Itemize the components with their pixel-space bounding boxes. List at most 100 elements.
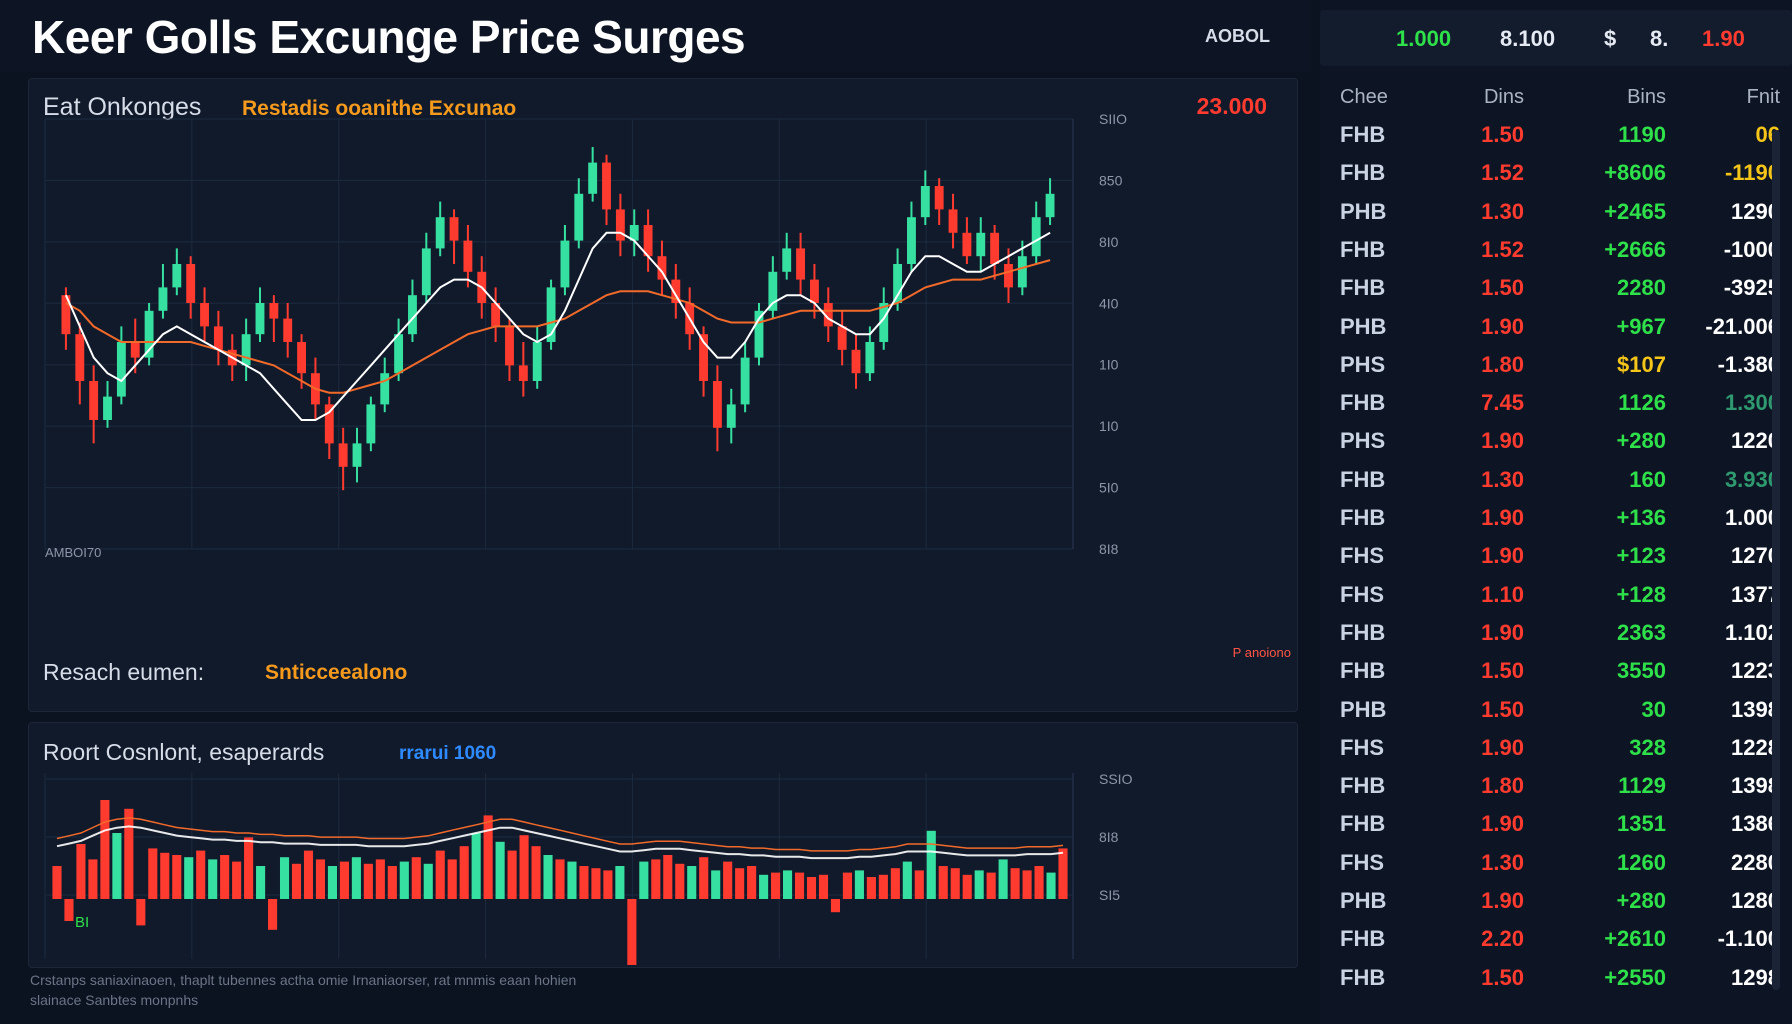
table-row[interactable]: FHB 1.90 +136 1.000	[1320, 505, 1792, 539]
table-row[interactable]: FHB 1.90 2363 1.102	[1320, 620, 1792, 654]
table-row[interactable]: FHS 1.30 1260 2280	[1320, 850, 1792, 884]
y-axis-tick-label: 1I0	[1099, 418, 1119, 434]
candlestick-chart[interactable]: SIIO 850 8I0 4I0 1I0 1I0 5I0 8I8 AMBOI70	[29, 79, 1297, 711]
table-row[interactable]: FHS 1.90 +123 1270	[1320, 543, 1792, 577]
table-row[interactable]: FHS 1.10 +128 1377	[1320, 582, 1792, 616]
ticker-value-2[interactable]: 8.100	[1500, 26, 1556, 51]
volume-chart[interactable]: SSIO 8I8 SI5 BI	[29, 723, 1297, 967]
candle-body	[352, 443, 362, 467]
table-row[interactable]: FHB 1.50 +2550 1298	[1320, 965, 1792, 999]
footer-note: Crstanps saniaxinaoen, thaplt tubennes a…	[30, 970, 1130, 1010]
y-axis-tick-label: 4I0	[1099, 295, 1119, 311]
volume-bar	[878, 874, 888, 899]
price-panel-price: 23.000	[1196, 93, 1267, 119]
table-row[interactable]: PHB 1.50 30 1398	[1320, 697, 1792, 731]
candle-body	[116, 342, 126, 397]
row-symbol: FHB	[1340, 275, 1386, 301]
row-volume: 2363	[1617, 619, 1666, 645]
row-symbol: PHB	[1340, 696, 1387, 722]
candle-body	[643, 225, 653, 257]
candle-body	[712, 381, 722, 428]
candle-body	[560, 240, 570, 288]
volume-bar	[567, 861, 577, 899]
price-chart-panel: Eat Onkonges Restadis ooanithe Excunao 2…	[28, 78, 1298, 712]
table-row[interactable]: FHB 1.52 +2666 -1000	[1320, 237, 1792, 271]
ticker-value-1[interactable]: 1.000	[1396, 26, 1452, 51]
volume-bar	[759, 874, 769, 899]
table-row[interactable]: PHS 1.80 $107 -1.380	[1320, 352, 1792, 386]
table-row[interactable]: PHB 1.30 +2465 1290	[1320, 199, 1792, 233]
row-bid: 1.30	[1481, 466, 1524, 492]
row-symbol: FHB	[1340, 926, 1386, 952]
table-row[interactable]: PHB 1.90 +280 1280	[1320, 888, 1792, 922]
ticker-value-4[interactable]: 8.	[1650, 26, 1669, 51]
table-row[interactable]: PHB 1.90 +967 -21.006	[1320, 314, 1792, 348]
row-profit: 1223	[1731, 658, 1780, 684]
header-tag: AOBOL	[1205, 26, 1270, 46]
row-profit: 1377	[1731, 581, 1780, 607]
candle-body	[1017, 256, 1027, 288]
candle-body	[1045, 193, 1055, 218]
candle-body	[408, 295, 417, 335]
table-scrollbar[interactable]	[1772, 130, 1780, 990]
table-row[interactable]: FHB 7.45 1126 1.300	[1320, 390, 1792, 424]
ticker-value-5[interactable]: 1.90	[1702, 26, 1745, 51]
volume-bar	[268, 899, 278, 930]
row-bid: 1.90	[1481, 428, 1524, 454]
row-profit: 2280	[1731, 849, 1780, 875]
volume-bar	[615, 866, 625, 899]
volume-bar	[639, 861, 649, 899]
volume-bar	[495, 841, 505, 899]
row-profit: 1228	[1731, 734, 1780, 760]
row-symbol: FHB	[1340, 619, 1386, 645]
row-volume: +136	[1616, 505, 1666, 530]
price-panel-subtitle: Restadis ooanithe Excunao	[242, 97, 517, 120]
candle-body	[934, 186, 944, 210]
column-header-symbol[interactable]: Chee	[1340, 86, 1388, 108]
column-header-profit[interactable]: Fnit	[1746, 86, 1780, 108]
row-bid: 1.90	[1481, 543, 1524, 569]
row-profit: -1000	[1723, 236, 1780, 262]
table-row[interactable]: FHB 1.50 2280 -3925	[1320, 275, 1792, 309]
price-panel-title: Eat Onkonges	[43, 93, 202, 121]
candle-body	[851, 349, 861, 374]
row-symbol: FHS	[1340, 581, 1384, 607]
candle-body	[241, 334, 251, 366]
y-axis-tick-label: 8I0	[1099, 234, 1119, 250]
volume-bar	[459, 846, 469, 899]
table-row[interactable]: FHB 1.80 1129 1398	[1320, 773, 1792, 807]
candle-body	[1031, 217, 1041, 257]
column-header-bid[interactable]: Dins	[1483, 86, 1524, 108]
volume-bar	[351, 857, 361, 899]
table-row[interactable]: FHB 1.52 +8606 -1190	[1320, 160, 1792, 194]
x-axis-label: AMBOI70	[45, 545, 101, 560]
volume-bar	[842, 872, 852, 899]
table-row[interactable]: FHB 1.30 160 3.930	[1320, 467, 1792, 501]
ticker-value-3[interactable]: $	[1604, 26, 1617, 51]
research-label: Resach eumen:	[43, 659, 205, 685]
table-row[interactable]: FHB 1.50 1190 06	[1320, 122, 1792, 156]
candle-body	[740, 357, 750, 405]
table-row[interactable]: PHS 1.90 +280 1220	[1320, 428, 1792, 462]
row-volume: 1351	[1617, 811, 1666, 837]
row-profit: 1220	[1731, 428, 1780, 454]
research-value: Snticceealono	[265, 661, 408, 684]
row-profit: -1.380	[1717, 351, 1780, 377]
row-bid: 1.90	[1481, 505, 1524, 530]
ticker-bar: 1.000 8.100 $ 8. 1.90	[1320, 10, 1792, 66]
volume-bar	[687, 866, 697, 899]
candle-body	[172, 264, 182, 288]
column-header-volume[interactable]: Bins	[1627, 86, 1666, 108]
candle-body	[269, 303, 279, 319]
row-symbol: FHB	[1340, 658, 1386, 684]
candle-body	[726, 404, 736, 428]
volume-bar	[1022, 870, 1032, 899]
volume-bar	[64, 899, 74, 921]
table-row[interactable]: FHB 1.90 1351 1386	[1320, 811, 1792, 845]
row-profit: 1398	[1731, 773, 1780, 799]
table-row[interactable]: FHB 1.50 3550 1223	[1320, 658, 1792, 692]
volume-bar	[112, 833, 122, 899]
row-volume: +128	[1616, 581, 1666, 607]
table-row[interactable]: FHS 1.90 328 1228	[1320, 735, 1792, 769]
table-row[interactable]: FHB 2.20 +2610 -1.100	[1320, 926, 1792, 960]
